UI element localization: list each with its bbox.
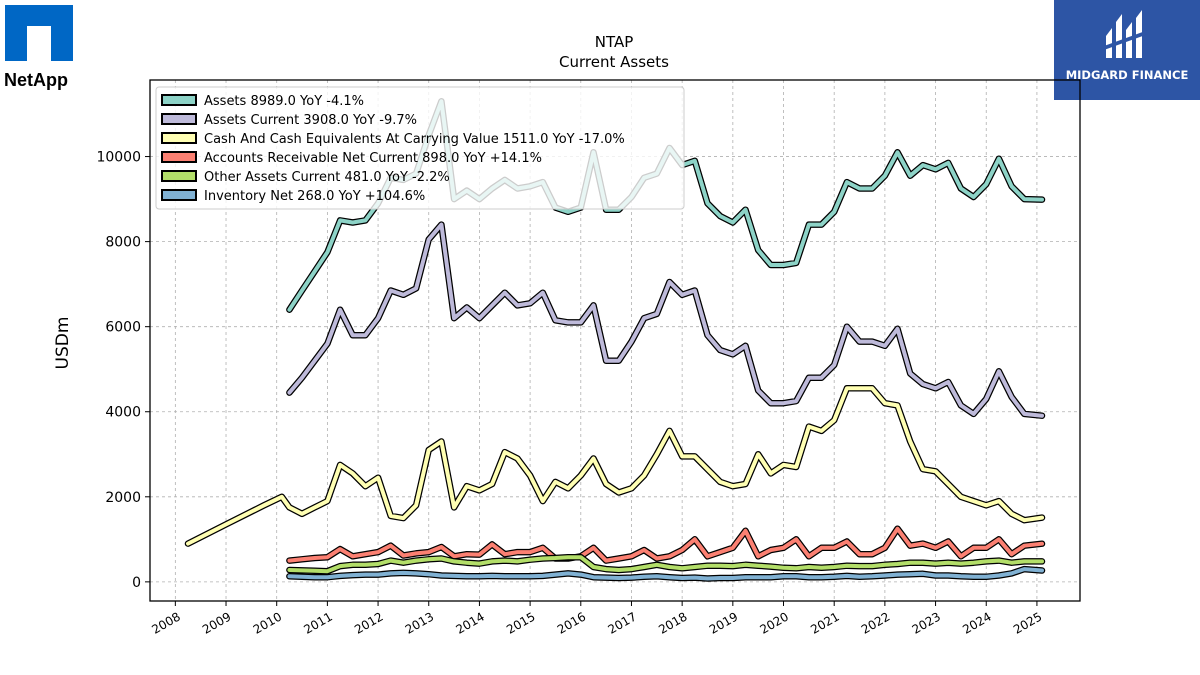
series-line [287, 526, 1044, 563]
legend-item: Other Assets Current 481.0 YoY -2.2% [161, 170, 450, 185]
y-tick-label: 0 [132, 575, 141, 591]
x-tick-label: 2022 [859, 609, 892, 636]
legend-item: Cash And Cash Equivalents At Carrying Va… [161, 132, 625, 147]
legend-frame [155, 86, 685, 210]
legend-label: Cash And Cash Equivalents At Carrying Va… [204, 132, 625, 147]
y-axis-label: USDm [53, 317, 73, 370]
x-tick-label: 2013 [403, 609, 436, 636]
x-tick-label: 2015 [504, 609, 537, 636]
series-line [287, 567, 1044, 581]
x-tick-label: 2009 [200, 609, 233, 636]
netapp-logo-mark-icon [5, 5, 73, 61]
netapp-logo-text: NetApp [4, 70, 68, 90]
legend-item: Assets 8989.0 YoY -4.1% [161, 94, 364, 109]
x-tick-label: 2014 [453, 609, 486, 636]
x-tick-label: 2023 [910, 609, 943, 636]
legend-label: Other Assets Current 481.0 YoY -2.2% [204, 170, 450, 185]
y-tick-label: 2000 [105, 490, 141, 506]
legend-item: Assets Current 3908.0 YoY -9.7% [161, 113, 417, 128]
midgard-finance-logo-text: MIDGARD FINANCE [1065, 68, 1189, 82]
x-tick-label: 2016 [555, 609, 588, 636]
x-tick-label: 2020 [758, 609, 791, 636]
y-axis-ticks: 0 2000 4000 6000 8000 10000 [96, 150, 150, 591]
chart-subtitle: Current Assets [559, 53, 669, 71]
x-tick-label: 2018 [656, 609, 689, 636]
x-tick-label: 2019 [707, 609, 740, 636]
legend-swatch [161, 151, 197, 163]
y-tick-label: 4000 [105, 405, 141, 421]
x-tick-label: 2012 [352, 609, 385, 636]
series-4 [286, 553, 1046, 575]
legend-swatch [161, 94, 197, 106]
series-line [186, 386, 1044, 546]
legend-swatch [161, 113, 197, 125]
series-5 [286, 565, 1046, 582]
x-tick-label: 2024 [960, 609, 993, 636]
x-tick-label: 2011 [301, 609, 334, 636]
x-tick-label: 2025 [1011, 609, 1044, 636]
series-line [287, 555, 1044, 574]
x-axis-ticks: 2008 2009 2010 2011 2012 2013 2014 2015 2016 2017… [149, 601, 1044, 637]
legend-item: Accounts Receivable Net Current 898.0 Yo… [161, 151, 542, 166]
series-line [287, 222, 1044, 418]
midgard-finance-logo: MIDGARD FINANCE [1054, 0, 1200, 100]
legend-item: Inventory Net 268.0 YoY +104.6% [161, 189, 425, 204]
y-tick-label: 8000 [105, 235, 141, 251]
plot-frame [149, 79, 1081, 602]
legend: Assets 8989.0 YoY -4.1% Assets Current 39… [155, 86, 685, 210]
x-tick-label: 2021 [808, 609, 841, 636]
legend-label: Inventory Net 268.0 YoY +104.6% [204, 189, 425, 204]
x-tick-label: 2017 [606, 609, 639, 636]
series-1 [286, 221, 1046, 419]
x-tick-label: 2008 [149, 609, 182, 636]
y-tick-label: 6000 [105, 320, 141, 336]
y-tick-label: 10000 [96, 150, 141, 166]
legend-label: Assets Current 3908.0 YoY -9.7% [204, 113, 417, 128]
legend-label: Assets 8989.0 YoY -4.1% [204, 94, 364, 109]
series-2 [184, 385, 1046, 547]
netapp-logo: NetApp [4, 4, 84, 94]
legend-swatch [161, 170, 197, 182]
legend-swatch [161, 132, 197, 144]
chart-title: NTAP [595, 33, 634, 51]
legend-label: Accounts Receivable Net Current 898.0 Yo… [204, 151, 542, 166]
x-tick-label: 2010 [251, 609, 284, 636]
midgard-emblem-icon [1104, 10, 1148, 58]
legend-swatch [161, 189, 197, 201]
series-3 [286, 525, 1046, 564]
